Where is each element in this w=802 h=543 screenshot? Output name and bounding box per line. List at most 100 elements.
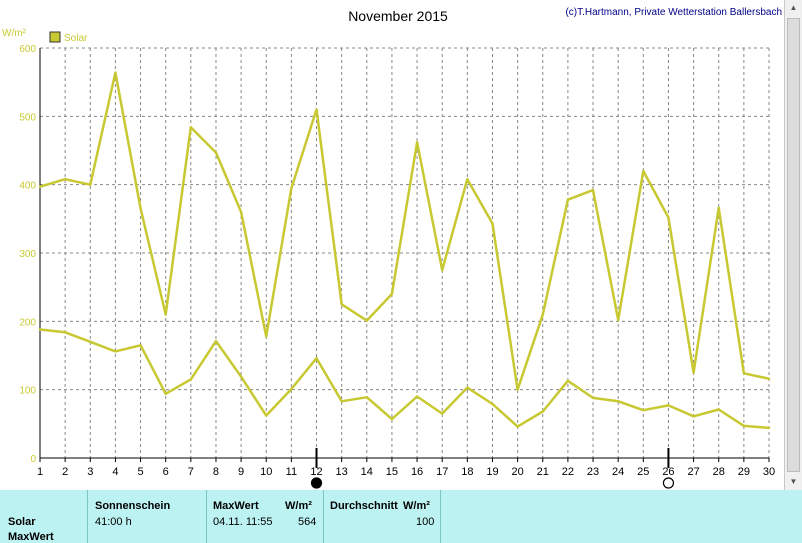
y-tick-label-0: 0 [30,454,36,465]
max-unit: W/m² [285,500,312,512]
data-point-mean-17 [441,412,444,415]
data-point-mean-25 [642,408,645,412]
data-point-mean-14 [365,395,368,399]
data-point-max-9 [239,210,243,214]
x-tick-label-24: 24 [612,466,624,478]
data-point-max-18 [466,178,469,181]
data-point-mean-15 [390,417,394,421]
data-point-max-5 [139,207,142,210]
data-point-mean-21 [541,410,544,413]
x-tick-label-15: 15 [386,466,398,478]
data-point-mean-13 [340,400,343,403]
scroll-down-icon[interactable]: ▼ [789,477,798,486]
data-point-mean-26 [667,404,670,407]
x-tick-label-25: 25 [637,466,649,478]
series-line-max [39,71,770,391]
y-tick-label-400: 400 [19,181,36,192]
x-tick-label-29: 29 [738,466,750,478]
data-point-mean-9 [239,375,243,378]
data-point-max-4 [114,71,117,74]
x-tick-label-9: 9 [238,466,244,478]
solar-chart: November 2015 (c)T.Hartmann, Private Wet… [2,7,782,489]
moon-markers [310,448,675,489]
x-tick-label-1: 1 [37,466,43,478]
data-point-mean-18 [466,386,469,389]
full-moon-icon [310,477,323,489]
x-tick-label-18: 18 [461,466,473,478]
row-label-solar: Solar [8,516,36,528]
data-point-mean-10 [265,414,268,417]
data-point-mean-16 [415,395,419,398]
x-tick-label-30: 30 [763,466,775,478]
x-tick-label-2: 2 [62,466,68,478]
y-tick-label-200: 200 [19,317,36,328]
data-point-mean-20 [516,425,519,428]
vertical-scrollbar[interactable]: ▲ ▼ [784,0,802,490]
data-point-max-23 [591,188,595,192]
x-tick-label-5: 5 [137,466,143,478]
data-point-mean-12 [315,357,318,360]
data-point-max-7 [189,126,193,129]
data-point-mean-8 [214,339,218,343]
data-point-max-6 [164,313,167,316]
avg-value: 100 [416,516,435,528]
data-point-mean-3 [89,340,92,344]
x-tick-label-16: 16 [411,466,423,478]
x-tick-label-14: 14 [361,466,373,478]
data-point-mean-27 [692,415,695,418]
x-tick-label-6: 6 [163,466,169,478]
x-tick-label-20: 20 [511,466,523,478]
max-header: MaxWert [213,500,259,512]
data-point-mean-2 [63,331,67,334]
series [38,71,771,430]
sunshine-value: 41:00 h [95,516,132,528]
data-point-max-16 [415,141,419,144]
max-value: 564 [298,516,317,528]
x-tick-label-26: 26 [662,466,674,478]
scrollbar-thumb[interactable] [787,18,800,472]
x-tick-label-17: 17 [436,466,448,478]
data-point-max-13 [340,303,343,306]
x-tick-label-11: 11 [286,466,297,478]
row-label-maxwert: MaxWert [8,531,54,543]
data-point-max-27 [692,371,695,374]
x-tick-label-7: 7 [188,466,194,478]
credit-text: (c)T.Hartmann, Private Wetterstation Bal… [565,7,782,18]
data-point-max-19 [491,222,494,225]
series-line-mean [39,328,770,430]
data-point-max-30 [767,377,771,380]
y-tick-label-600: 600 [19,44,36,55]
chart-title: November 2015 [348,8,448,24]
data-point-max-12 [315,108,318,111]
max-datetime: 04.11. 11:55 [213,516,273,528]
legend-swatch [49,31,61,43]
grid [39,47,770,458]
data-point-mean-6 [164,392,167,395]
y-axis-unit: W/m² [2,28,27,39]
data-point-max-22 [566,198,570,201]
data-point-max-1 [38,185,42,188]
data-point-max-15 [390,292,394,296]
data-point-max-3 [89,183,92,186]
new-moon-icon [662,477,675,489]
x-tick-label-3: 3 [87,466,93,478]
data-point-max-17 [441,268,444,272]
x-tick-label-27: 27 [687,466,699,478]
scroll-up-icon[interactable]: ▲ [789,3,798,12]
data-point-mean-23 [591,396,595,400]
data-point-mean-7 [189,378,193,381]
x-tick-label-22: 22 [562,466,574,478]
data-point-mean-30 [767,426,771,430]
data-point-mean-4 [114,350,117,353]
legend-label: Solar [64,33,88,44]
x-tick-label-13: 13 [336,466,348,478]
x-tick-label-21: 21 [537,466,549,478]
summary-panel: Solar MaxWert Sonnenschein 41:00 h MaxWe… [0,490,802,543]
data-point-mean-28 [717,408,720,411]
data-point-max-11 [290,186,293,190]
data-point-max-14 [365,319,368,322]
x-tick-label-10: 10 [260,466,272,478]
avg-unit: W/m² [403,500,430,512]
data-point-max-10 [265,335,268,338]
data-point-max-25 [642,169,645,173]
